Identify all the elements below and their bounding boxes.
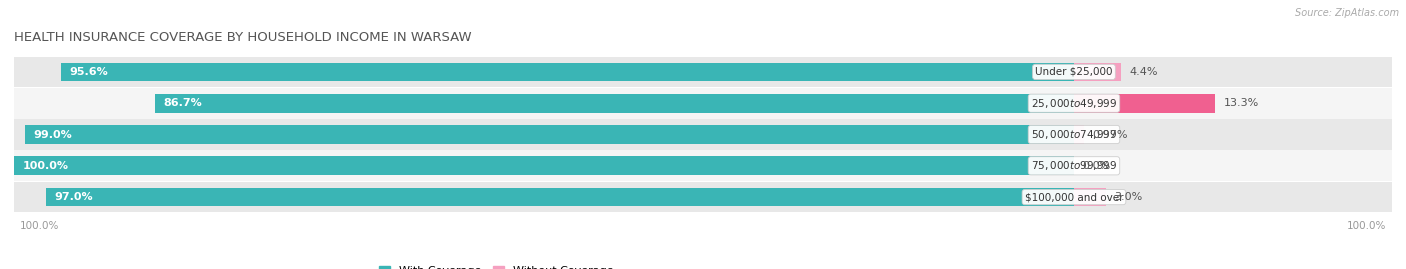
Text: 95.6%: 95.6% bbox=[69, 67, 108, 77]
Text: $75,000 to $99,999: $75,000 to $99,999 bbox=[1031, 159, 1118, 172]
Text: 99.0%: 99.0% bbox=[34, 129, 72, 140]
Bar bbox=[155, 94, 1074, 113]
Bar bbox=[14, 156, 1074, 175]
Text: $50,000 to $74,999: $50,000 to $74,999 bbox=[1031, 128, 1118, 141]
Bar bbox=[14, 182, 1392, 213]
Text: Source: ZipAtlas.com: Source: ZipAtlas.com bbox=[1295, 8, 1399, 18]
Text: HEALTH INSURANCE COVERAGE BY HOUSEHOLD INCOME IN WARSAW: HEALTH INSURANCE COVERAGE BY HOUSEHOLD I… bbox=[14, 31, 471, 44]
Bar bbox=[14, 150, 1392, 181]
Text: 4.4%: 4.4% bbox=[1129, 67, 1157, 77]
Text: Under $25,000: Under $25,000 bbox=[1035, 67, 1112, 77]
Text: 0.0%: 0.0% bbox=[1083, 161, 1111, 171]
Bar bbox=[1074, 62, 1121, 81]
Bar bbox=[1074, 125, 1084, 144]
Bar bbox=[1074, 94, 1215, 113]
Bar bbox=[14, 119, 1392, 150]
Bar bbox=[14, 56, 1392, 87]
Bar bbox=[46, 188, 1074, 207]
Bar bbox=[1074, 188, 1105, 207]
Text: $100,000 and over: $100,000 and over bbox=[1025, 192, 1123, 202]
Bar bbox=[60, 62, 1074, 81]
Text: 3.0%: 3.0% bbox=[1114, 192, 1143, 202]
Text: 13.3%: 13.3% bbox=[1223, 98, 1258, 108]
Text: 0.97%: 0.97% bbox=[1092, 129, 1128, 140]
Legend: With Coverage, Without Coverage: With Coverage, Without Coverage bbox=[375, 261, 617, 269]
Text: 97.0%: 97.0% bbox=[55, 192, 93, 202]
Text: 86.7%: 86.7% bbox=[163, 98, 202, 108]
Text: $25,000 to $49,999: $25,000 to $49,999 bbox=[1031, 97, 1118, 110]
Bar bbox=[25, 125, 1074, 144]
Bar bbox=[14, 88, 1392, 119]
Text: 100.0%: 100.0% bbox=[20, 221, 59, 231]
Text: 100.0%: 100.0% bbox=[22, 161, 69, 171]
Text: 100.0%: 100.0% bbox=[1347, 221, 1386, 231]
